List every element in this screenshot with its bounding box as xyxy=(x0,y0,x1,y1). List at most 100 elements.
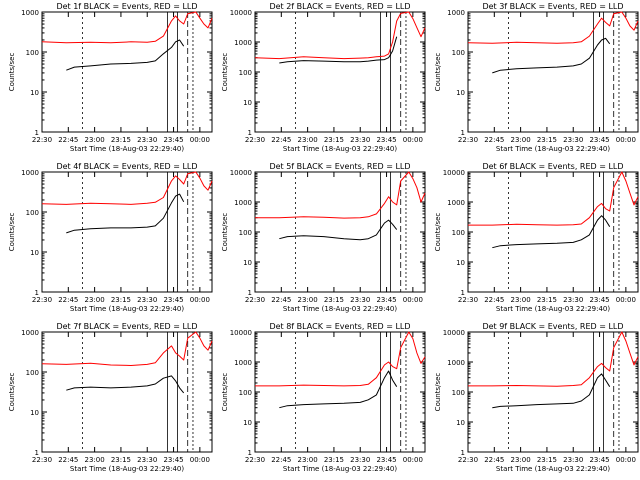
series-line-lld xyxy=(468,331,639,387)
x-tick-label: 22:30 xyxy=(458,296,478,304)
panel-title: Det 9f BLACK = Events, RED = LLD xyxy=(482,322,623,331)
x-axis-label: Start Time (18-Aug-03 22:29:40) xyxy=(70,465,184,473)
series-line-lld xyxy=(41,171,213,205)
x-tick-label: 23:15 xyxy=(537,296,557,304)
y-tick-label: 1000 xyxy=(234,359,252,367)
x-tick-label: 22:30 xyxy=(245,456,265,464)
y-axis-label: Counts/sec xyxy=(221,373,229,412)
x-tick-label: 22:30 xyxy=(458,456,478,464)
x-tick-label: 22:30 xyxy=(32,136,52,144)
series-line-events xyxy=(279,370,398,409)
y-tick-label: 100 xyxy=(26,49,39,57)
x-tick-label: 23:15 xyxy=(324,456,344,464)
x-tick-label: 23:30 xyxy=(563,456,583,464)
x-tick-label: 23:00 xyxy=(85,296,105,304)
series-line-lld xyxy=(254,11,426,60)
y-tick-label: 10 xyxy=(243,259,252,267)
x-tick-label: 22:30 xyxy=(32,456,52,464)
x-tick-label: 22:30 xyxy=(458,136,478,144)
x-tick-label: 23:30 xyxy=(137,296,157,304)
x-tick-label: 00:00 xyxy=(403,136,423,144)
x-tick-label: 23:45 xyxy=(589,136,609,144)
y-tick-label: 10 xyxy=(456,259,465,267)
y-tick-label: 1 xyxy=(461,289,465,297)
panel-title: Det 3f BLACK = Events, RED = LLD xyxy=(482,2,623,11)
x-tick-label: 23:45 xyxy=(589,296,609,304)
x-tick-label: 23:45 xyxy=(376,296,396,304)
detector-panel: Det 4f BLACK = Events, RED = LLD 1 10 100 10… xyxy=(8,162,213,313)
x-axis-label: Start Time (18-Aug-03 22:29:40) xyxy=(283,145,397,153)
y-tick-label: 1000 xyxy=(21,9,39,17)
y-tick-label: 100 xyxy=(26,209,39,217)
panel-title: Det 1f BLACK = Events, RED = LLD xyxy=(56,2,197,11)
x-tick-label: 22:45 xyxy=(271,296,291,304)
x-tick-label: 23:30 xyxy=(563,296,583,304)
series-line-events xyxy=(492,215,611,249)
plot-frame xyxy=(254,331,426,453)
panel-title: Det 5f BLACK = Events, RED = LLD xyxy=(269,162,410,171)
y-tick-label: 10 xyxy=(30,249,39,257)
detector-panel: Det 9f BLACK = Events, RED = LLD 1 10 100 10… xyxy=(434,322,639,473)
x-tick-label: 23:00 xyxy=(85,136,105,144)
x-tick-label: 23:15 xyxy=(324,296,344,304)
series-line-lld xyxy=(41,11,213,44)
y-axis-label: Counts/sec xyxy=(434,213,442,252)
plot-frame xyxy=(467,171,639,293)
x-tick-label: 23:00 xyxy=(298,296,318,304)
x-tick-label: 22:45 xyxy=(58,296,78,304)
y-tick-label: 10000 xyxy=(230,9,252,17)
detector-panel: Det 1f BLACK = Events, RED = LLD 1 10 100 10… xyxy=(8,2,213,153)
x-axis-label: Start Time (18-Aug-03 22:29:40) xyxy=(496,465,610,473)
x-tick-label: 22:45 xyxy=(271,136,291,144)
y-axis-label: Counts/sec xyxy=(221,53,229,92)
y-tick-label: 10 xyxy=(30,409,39,417)
x-tick-label: 23:45 xyxy=(163,136,183,144)
y-tick-label: 100 xyxy=(452,229,465,237)
panel-title: Det 2f BLACK = Events, RED = LLD xyxy=(269,2,410,11)
y-tick-label: 10000 xyxy=(443,329,465,337)
x-tick-label: 23:00 xyxy=(511,136,531,144)
detector-panel: Det 3f BLACK = Events, RED = LLD 1 10 100 10… xyxy=(434,2,639,153)
series-line-events xyxy=(66,375,185,394)
plot-frame xyxy=(41,171,213,293)
plot-frame xyxy=(41,11,213,133)
x-tick-label: 23:45 xyxy=(163,296,183,304)
x-axis-label: Start Time (18-Aug-03 22:29:40) xyxy=(496,305,610,313)
plot-frame xyxy=(467,331,639,453)
x-tick-label: 23:00 xyxy=(298,136,318,144)
x-tick-label: 00:00 xyxy=(616,296,636,304)
x-axis-label: Start Time (18-Aug-03 22:29:40) xyxy=(283,465,397,473)
plot-frame xyxy=(254,11,426,133)
x-axis-label: Start Time (18-Aug-03 22:29:40) xyxy=(70,145,184,153)
x-tick-label: 23:30 xyxy=(563,136,583,144)
y-tick-label: 1 xyxy=(248,289,252,297)
x-tick-label: 23:00 xyxy=(298,456,318,464)
x-tick-label: 22:30 xyxy=(245,136,265,144)
series-line-events xyxy=(279,36,398,64)
detector-panel: Det 2f BLACK = Events, RED = LLD 1 10 100 10… xyxy=(221,2,426,153)
x-tick-label: 23:30 xyxy=(137,456,157,464)
series-line-lld xyxy=(255,171,426,219)
series-line-events xyxy=(279,219,398,241)
series-line-lld xyxy=(255,331,426,387)
x-tick-label: 00:00 xyxy=(190,136,210,144)
y-tick-label: 10000 xyxy=(443,169,465,177)
series-line-events xyxy=(492,37,611,74)
plot-frame xyxy=(41,331,213,453)
detector-panel: Det 6f BLACK = Events, RED = LLD 1 10 100 10… xyxy=(434,162,639,313)
x-tick-label: 23:00 xyxy=(511,456,531,464)
x-tick-label: 23:15 xyxy=(324,136,344,144)
x-tick-label: 23:45 xyxy=(589,456,609,464)
y-tick-label: 10 xyxy=(456,89,465,97)
x-axis-label: Start Time (18-Aug-03 22:29:40) xyxy=(70,305,184,313)
x-tick-label: 00:00 xyxy=(403,456,423,464)
x-tick-label: 00:00 xyxy=(616,456,636,464)
y-tick-label: 10000 xyxy=(230,169,252,177)
x-tick-label: 23:15 xyxy=(111,136,131,144)
y-axis-label: Counts/sec xyxy=(434,53,442,92)
y-tick-label: 10 xyxy=(243,99,252,107)
series-line-events xyxy=(66,39,185,71)
x-tick-label: 23:15 xyxy=(111,456,131,464)
x-tick-label: 00:00 xyxy=(616,136,636,144)
detector-panel: Det 8f BLACK = Events, RED = LLD 1 10 100 10… xyxy=(221,322,426,473)
